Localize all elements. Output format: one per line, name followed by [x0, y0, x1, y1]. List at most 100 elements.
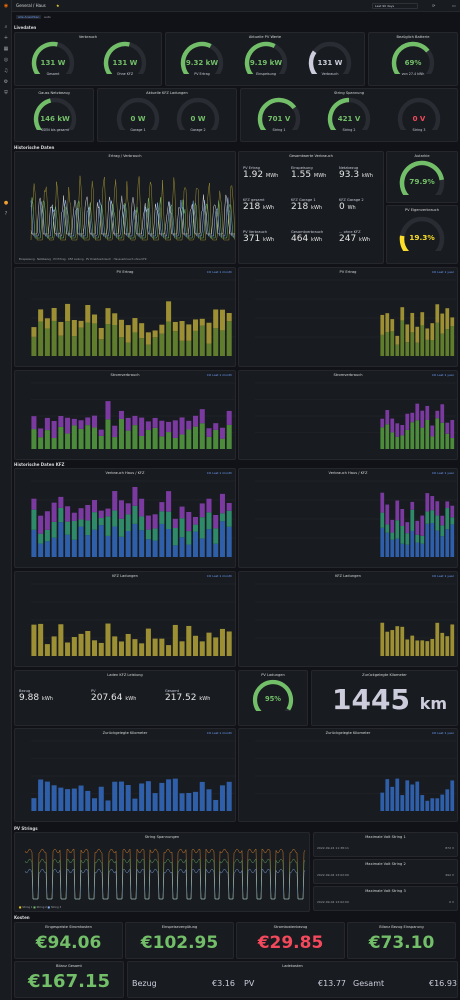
time-link[interactable]: CO Last 1 month	[206, 731, 232, 735]
star-icon[interactable]: ★	[56, 3, 60, 8]
lade-label: PV	[244, 979, 255, 988]
bar	[420, 795, 425, 811]
gauge-value: 701 V	[267, 113, 291, 123]
sidebar: ◉ ⌕ + ▦ ◎ ♫ ⚙ ⛨ ● ?	[0, 0, 12, 1000]
bar	[85, 417, 91, 426]
bar	[186, 531, 192, 545]
bar	[395, 500, 400, 521]
row-live[interactable]: Livedaten	[14, 25, 37, 30]
bar	[380, 492, 385, 513]
stat-item: PV Ertrag 1.92 MWh	[243, 166, 278, 180]
bar	[199, 781, 205, 811]
bar	[132, 332, 138, 356]
panel-title: Maximale Volt String 1	[365, 835, 406, 839]
time-link[interactable]: CO Last 1 month	[206, 373, 232, 377]
stat-item: PV Verbrauch 371 kWh	[243, 230, 274, 244]
time-range-picker[interactable]: Last 90 days	[372, 3, 418, 9]
bar	[445, 501, 450, 509]
bar	[159, 638, 165, 656]
search-icon[interactable]: ⌕	[4, 24, 8, 30]
time-link[interactable]: CO Last 1 year	[431, 270, 454, 274]
bar	[450, 317, 455, 327]
grafana-logo-icon[interactable]: ◉	[3, 3, 9, 9]
bar	[71, 418, 77, 426]
stat-item: KFZ Garage 1 218 kWh	[291, 198, 322, 212]
gear-icon[interactable]: ⚙	[3, 79, 9, 85]
panel-title: PV Ertrag	[116, 270, 134, 274]
bar	[186, 792, 192, 811]
bar	[125, 633, 131, 656]
tag-auto[interactable]: auto	[44, 15, 51, 19]
bar	[159, 324, 165, 334]
panel-max-volt: Maximale Volt String 2 2022-09-04 13:02:0…	[313, 859, 458, 884]
breadcrumb[interactable]: General / Haus	[16, 3, 46, 8]
bar-chart	[31, 583, 235, 656]
bar	[159, 782, 165, 811]
bar	[98, 786, 104, 811]
bar	[152, 540, 158, 557]
bar	[206, 529, 212, 557]
bar	[179, 506, 185, 519]
bar	[380, 622, 385, 656]
panel-kfz-month: KFZ Ladungen CO Last 1 month	[14, 571, 236, 667]
bar	[78, 428, 84, 449]
explore-icon[interactable]: ◎	[3, 57, 9, 63]
time-link[interactable]: CO Last 1 year	[431, 373, 454, 377]
time-link[interactable]: CO Last 1 month	[206, 270, 232, 274]
bar	[51, 636, 57, 656]
gauge-label: Garage 2	[190, 127, 206, 132]
bar-chart	[31, 382, 235, 449]
lade-label: Bezug	[132, 979, 157, 988]
stat-item: Gesamtverbrauch 464 kWh	[291, 230, 323, 244]
shield-icon[interactable]: ⛨	[4, 90, 8, 96]
time-link[interactable]: CO Last 1 month	[206, 574, 232, 578]
tv-mode-icon[interactable]: ▭	[452, 3, 456, 8]
stat-label: ... ohne KFZ	[339, 230, 361, 234]
bar	[193, 330, 199, 356]
bar	[440, 632, 445, 656]
bar	[139, 436, 145, 449]
panel-title: Gesamtwerte Verbrauch	[289, 154, 333, 158]
row-hist[interactable]: Historische Daten	[14, 145, 55, 150]
alert-icon[interactable]: ♫	[3, 68, 9, 74]
bar	[179, 537, 185, 557]
bar	[405, 324, 410, 343]
bar	[125, 530, 131, 557]
plus-icon[interactable]: +	[3, 35, 9, 41]
bar	[112, 491, 118, 511]
bar	[405, 533, 410, 545]
stat-label: Bezug	[19, 689, 31, 693]
bar	[199, 517, 205, 539]
refresh-icon[interactable]: ⟳	[432, 3, 436, 8]
lade-label: Gesamt	[353, 979, 385, 988]
bar	[139, 417, 145, 437]
bar	[425, 493, 430, 512]
bar	[199, 503, 205, 518]
bar	[31, 327, 37, 337]
bar	[152, 528, 158, 541]
dashboards-icon[interactable]: ▦	[3, 46, 9, 52]
bar	[145, 529, 151, 540]
time-link[interactable]: CO Last 1 year	[431, 731, 454, 735]
tag-all[interactable]: Alle Ansichten	[16, 15, 42, 19]
row-pv-strings[interactable]: PV Strings	[14, 826, 38, 831]
gauge-label: Gesamt	[46, 71, 60, 76]
time-link[interactable]: CO Last 1 year	[431, 574, 454, 578]
stat-gesamt: Gesamt 217.52 kWh	[165, 689, 210, 703]
gauge: 9.19 kW Einspeisung	[244, 41, 288, 78]
bar	[420, 325, 425, 356]
bar	[166, 528, 172, 557]
bar	[152, 330, 158, 338]
stat-item: Einspeisung 1.55 MWh	[291, 166, 326, 180]
bar-chart	[255, 583, 457, 656]
row-cost[interactable]: Kosten	[14, 915, 30, 920]
panel-max-volt: Maximale Volt String 3 2022-09-04 13:02:0…	[313, 886, 458, 911]
avatar[interactable]: ●	[3, 200, 9, 206]
time-link[interactable]: CO Last 1 year	[431, 471, 454, 475]
help-icon[interactable]: ?	[4, 211, 8, 217]
row-hist-kfz[interactable]: Historische Daten KFZ	[14, 462, 65, 467]
bar	[199, 423, 205, 449]
stat-item: KFZ gesamt 218 kWh	[243, 198, 274, 212]
time-link[interactable]: CO Last 1 month	[206, 471, 232, 475]
bar	[58, 507, 64, 523]
